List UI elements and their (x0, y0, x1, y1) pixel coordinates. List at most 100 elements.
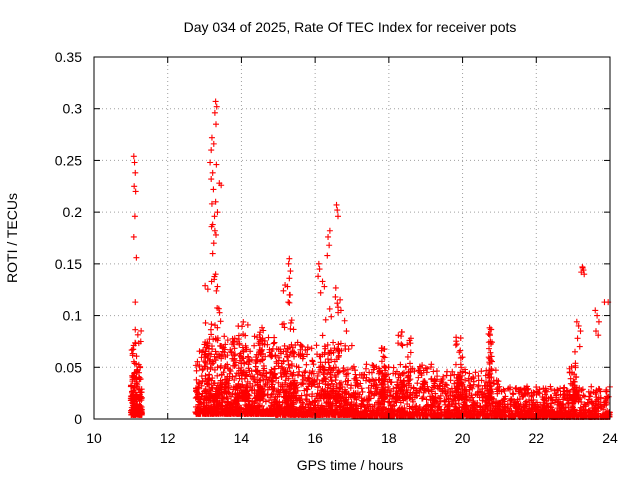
roti-point (211, 109, 218, 116)
roti-point (265, 334, 272, 341)
roti-point (402, 412, 409, 419)
roti-point (228, 349, 235, 356)
data-points (127, 98, 613, 420)
roti-point (310, 361, 317, 368)
roti-point (421, 378, 428, 385)
roti-point (198, 382, 205, 389)
roti-point (594, 312, 601, 319)
roti-point (342, 397, 349, 404)
roti-point (339, 407, 346, 414)
roti-point (263, 407, 270, 414)
roti-point (213, 386, 220, 393)
roti-point (360, 375, 367, 382)
roti-point (395, 332, 402, 339)
roti-point (286, 275, 293, 282)
roti-point (350, 412, 357, 419)
roti-point (414, 408, 421, 415)
roti-point (273, 388, 280, 395)
roti-point (240, 318, 247, 325)
roti-point (223, 379, 230, 386)
roti-point (277, 370, 284, 377)
roti-point (398, 333, 405, 340)
roti-point (213, 161, 220, 168)
roti-point (234, 385, 241, 392)
roti-point (311, 398, 318, 405)
roti-point (328, 401, 335, 408)
roti-point (333, 201, 340, 208)
x-tick-label: 22 (528, 430, 544, 446)
roti-point (315, 273, 322, 280)
roti-point (138, 327, 145, 334)
roti-point (232, 372, 239, 379)
roti-point (266, 409, 273, 416)
roti-point (229, 373, 236, 380)
roti-point (372, 376, 379, 383)
roti-point (413, 389, 420, 396)
roti-point (380, 406, 387, 413)
roti-point (349, 406, 356, 413)
roti-point (242, 410, 249, 417)
roti-point (402, 364, 409, 371)
roti-point (366, 412, 373, 419)
x-tick-label: 18 (381, 430, 397, 446)
roti-point (273, 407, 280, 414)
roti-point (233, 384, 240, 391)
roti-point (343, 402, 350, 409)
roti-point (404, 400, 411, 407)
roti-point (194, 396, 201, 403)
roti-point (363, 361, 370, 368)
roti-point (357, 380, 364, 387)
roti-point (476, 388, 483, 395)
roti-point (290, 410, 297, 417)
roti-point (198, 407, 205, 414)
roti-point (340, 368, 347, 375)
roti-point (310, 405, 317, 412)
roti-point (204, 340, 211, 347)
roti-point (342, 342, 349, 349)
roti-point (252, 410, 259, 417)
roti-point (198, 373, 205, 380)
roti-point (276, 354, 283, 361)
roti-point (321, 283, 328, 290)
roti-point (268, 391, 275, 398)
roti-point (274, 411, 281, 418)
roti-point (132, 299, 139, 306)
x-tick-label: 16 (307, 430, 323, 446)
roti-point (407, 349, 414, 356)
roti-point (210, 336, 217, 343)
roti-point (230, 341, 237, 348)
roti-point (195, 384, 202, 391)
roti-point (406, 360, 413, 367)
roti-point (324, 341, 331, 348)
roti-point (486, 332, 493, 339)
roti-point (132, 169, 139, 176)
roti-point (293, 406, 300, 413)
roti-point (366, 401, 373, 408)
roti-point (205, 376, 212, 383)
roti-point (128, 382, 135, 389)
roti-point (203, 360, 210, 367)
roti-point (262, 398, 269, 405)
roti-point (314, 384, 321, 391)
roti-point (406, 368, 413, 375)
roti-point (328, 377, 335, 384)
roti-point (349, 411, 356, 418)
grid (94, 57, 610, 419)
roti-point (341, 389, 348, 396)
roti-point (316, 411, 323, 418)
roti-point (211, 213, 218, 220)
roti-point (285, 299, 292, 306)
roti-point (371, 380, 378, 387)
roti-point (363, 408, 370, 415)
roti-point (132, 326, 139, 333)
roti-point (306, 369, 313, 376)
roti-point (385, 383, 392, 390)
roti-point (331, 345, 338, 352)
roti-point (333, 373, 340, 380)
roti-point (361, 371, 368, 378)
roti-point (259, 402, 266, 409)
roti-point (453, 341, 460, 348)
roti-point (335, 304, 342, 311)
roti-point (131, 213, 138, 220)
roti-point (410, 384, 417, 391)
